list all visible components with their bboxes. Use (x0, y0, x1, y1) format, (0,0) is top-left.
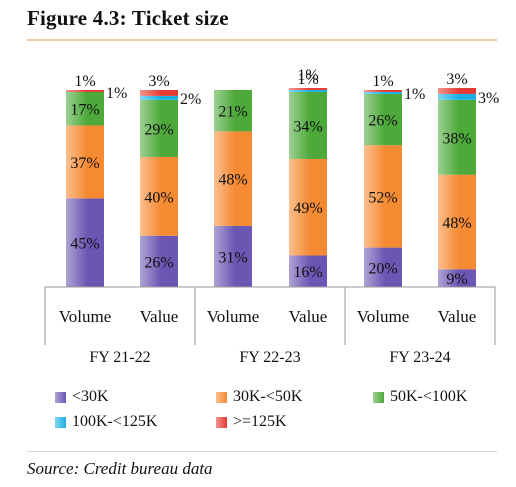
bar-segment (66, 90, 104, 92)
bar-segment (214, 131, 252, 226)
bar-segment (66, 198, 104, 287)
bar-segment (66, 91, 104, 126)
bar-segment (438, 174, 476, 270)
data-label: 3% (148, 73, 169, 90)
legend-label: >=125K (233, 413, 287, 430)
data-label: 1% (372, 73, 393, 90)
data-label: 9% (446, 271, 467, 288)
bar-segment (438, 93, 476, 100)
data-label: 26% (144, 254, 173, 271)
stacked-bar-chart: 45%37%17%1%1%26%40%29%2%3%31%48%21%16%49… (44, 67, 499, 366)
data-label: 17% (70, 102, 99, 119)
bar-segment (289, 91, 327, 159)
category-label: Value (289, 307, 328, 326)
data-label: 1% (74, 73, 95, 90)
group-label: FY 23-24 (389, 349, 450, 366)
data-label: 1% (106, 85, 127, 102)
category-label: Value (140, 307, 179, 326)
data-label: 29% (144, 121, 173, 138)
data-label: 34% (293, 118, 322, 135)
data-label: 37% (70, 155, 99, 172)
chart-title: Figure 4.3: Ticket size (27, 6, 229, 30)
data-label: 31% (218, 249, 247, 266)
bar-segment (140, 235, 178, 287)
bar-segment (289, 90, 327, 92)
bar-segment (289, 158, 327, 256)
group-label: FY 22-23 (239, 349, 300, 366)
bar-segment (364, 91, 402, 94)
legend-item: 100K-<125K (55, 413, 157, 431)
data-label: 1% (297, 71, 318, 88)
legend-swatch (55, 416, 66, 428)
bar-segment (140, 90, 178, 96)
data-label: 1% (404, 86, 425, 103)
data-label: 3% (446, 71, 467, 88)
bar-segment (140, 99, 178, 157)
data-label: 3% (478, 90, 499, 107)
bar-segment (66, 125, 104, 199)
source-divider (27, 451, 497, 452)
legend-swatch (216, 416, 227, 428)
data-label: 45% (70, 236, 99, 253)
data-label: 38% (442, 130, 471, 147)
legend-label: 100K-<125K (72, 413, 158, 430)
bar-segment (214, 225, 252, 287)
bar-segment (364, 90, 402, 92)
bar-segment (438, 99, 476, 175)
data-label: 21% (218, 104, 247, 121)
bar-segment (140, 95, 178, 100)
bar-segment (289, 88, 327, 90)
bar-segment (364, 93, 402, 146)
group-label: FY 21-22 (89, 349, 150, 366)
title-divider (27, 39, 497, 41)
category-label: Volume (207, 307, 260, 326)
bar-segment (438, 88, 476, 94)
data-label: 16% (293, 264, 322, 281)
data-label: 2% (180, 91, 201, 108)
data-label: 52% (368, 189, 397, 206)
bar-segment (438, 269, 476, 287)
legend-item: >=125K (216, 413, 287, 431)
category-label: Volume (59, 307, 112, 326)
data-label: 40% (144, 189, 173, 206)
category-label: Value (438, 307, 477, 326)
data-label: 1% (297, 67, 318, 84)
bar-segment (140, 156, 178, 236)
category-label: Volume (357, 307, 410, 326)
data-label: 48% (218, 172, 247, 189)
bar-segment (364, 145, 402, 248)
data-label: 26% (368, 113, 397, 130)
data-label: 20% (368, 260, 397, 277)
source-note: Source: Credit bureau data (27, 459, 213, 478)
bar-segment (214, 90, 252, 132)
bar-segment (364, 247, 402, 287)
bar-segment (289, 255, 327, 287)
data-label: 48% (442, 215, 471, 232)
data-label: 49% (293, 200, 322, 217)
